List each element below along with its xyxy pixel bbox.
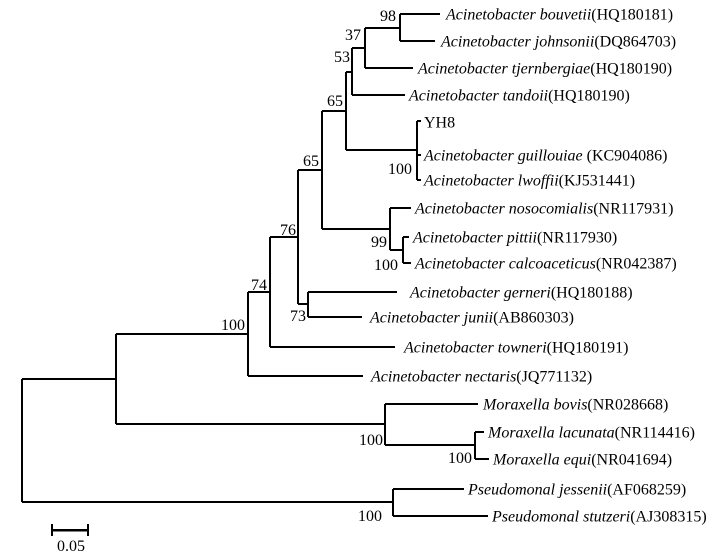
bootstrap-value: 65 bbox=[303, 153, 319, 170]
taxon-label: Pseudomonal stutzeri(AJ308315) bbox=[491, 509, 707, 526]
bootstrap-value: 100 bbox=[358, 508, 382, 525]
taxon-label: Acinetobacter calcoaceticus(NR042387) bbox=[414, 256, 677, 273]
bootstrap-value: 73 bbox=[290, 308, 306, 325]
bootstrap-value: 100 bbox=[221, 317, 245, 334]
taxon-label: Acinetobacter guillouiae (KC904086) bbox=[423, 148, 668, 165]
taxon-label: Acinetobacter bouvetii(HQ180181) bbox=[445, 7, 673, 24]
taxon-label: Acinetobacter towneri(HQ180191) bbox=[403, 340, 628, 357]
taxon-label: Moraxella bovis(NR028668) bbox=[482, 397, 668, 414]
bootstrap-value: 99 bbox=[371, 234, 387, 251]
taxon-label: YH8 bbox=[424, 115, 455, 132]
bootstrap-value: 37 bbox=[345, 27, 361, 44]
bootstrap-value: 100 bbox=[388, 161, 412, 178]
bootstrap-value: 100 bbox=[359, 432, 383, 449]
bootstrap-value: 53 bbox=[334, 49, 350, 66]
taxon-label: Moraxella equi(NR041694) bbox=[492, 452, 672, 469]
taxon-label: Acinetobacter junii(AB860303) bbox=[369, 310, 574, 327]
bootstrap-value: 74 bbox=[251, 277, 267, 294]
taxon-label: Acinetobacter johnsonii(DQ864703) bbox=[440, 34, 676, 51]
taxon-label: Acinetobacter tandoii(HQ180190) bbox=[408, 88, 630, 105]
taxon-label: Acinetobacter nectaris(JQ771132) bbox=[370, 369, 592, 386]
taxon-label: Acinetobacter nosocomialis(NR117931) bbox=[414, 201, 673, 218]
taxon-label: Moraxella lacunata(NR114416) bbox=[487, 425, 695, 442]
taxon-label: Acinetobacter gerneri(HQ180188) bbox=[409, 285, 633, 302]
taxon-label: Acinetobacter tjernbergiae(HQ180190) bbox=[417, 61, 672, 78]
taxon-label: Pseudomonal jessenii(AF068259) bbox=[467, 482, 686, 499]
taxon-label: Acinetobacter lwoffii(KJ531441) bbox=[423, 173, 635, 190]
bootstrap-value: 98 bbox=[380, 8, 396, 25]
bootstrap-value: 76 bbox=[280, 222, 296, 239]
scale-bar-label: 0.05 bbox=[57, 538, 85, 555]
scale-bar: 0.05 bbox=[51, 524, 89, 555]
bootstrap-value: 100 bbox=[448, 450, 472, 467]
bootstrap-value: 100 bbox=[374, 257, 398, 274]
bootstrap-value: 65 bbox=[327, 93, 343, 110]
taxon-label: Acinetobacter pittii(NR117930) bbox=[412, 230, 617, 247]
